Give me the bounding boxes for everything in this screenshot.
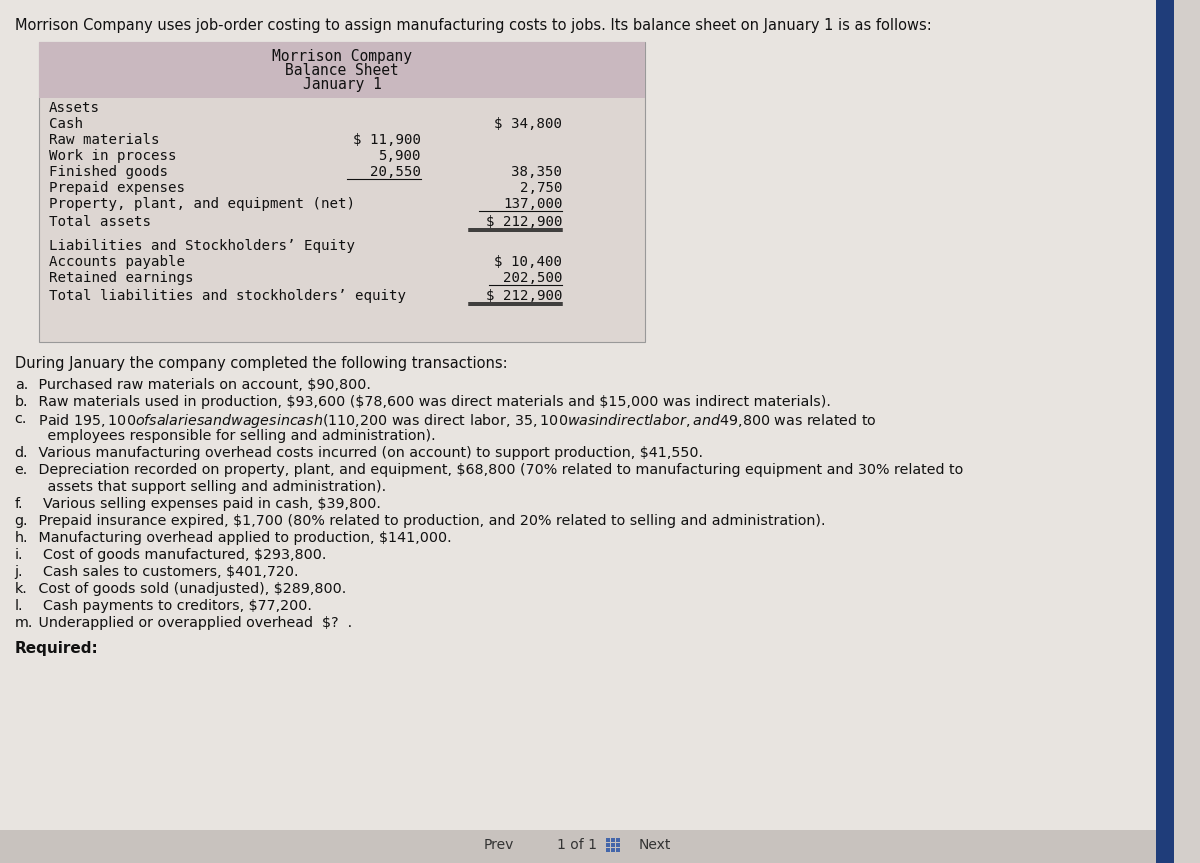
Text: 2,750: 2,750 <box>520 181 563 195</box>
Text: Total liabilities and stockholders’ equity: Total liabilities and stockholders’ equi… <box>49 289 406 303</box>
FancyBboxPatch shape <box>616 843 620 847</box>
FancyBboxPatch shape <box>606 848 611 852</box>
Text: h.: h. <box>14 531 28 545</box>
Text: Raw materials: Raw materials <box>49 133 160 147</box>
Text: Required:: Required: <box>14 641 98 656</box>
Text: Next: Next <box>640 838 672 852</box>
Text: l.: l. <box>14 599 23 613</box>
FancyBboxPatch shape <box>0 0 1156 863</box>
Text: $ 11,900: $ 11,900 <box>353 133 420 147</box>
Text: Cost of goods sold (unadjusted), $289,800.: Cost of goods sold (unadjusted), $289,80… <box>35 582 347 596</box>
Text: e.: e. <box>14 463 28 477</box>
Text: January 1: January 1 <box>302 77 382 92</box>
FancyBboxPatch shape <box>606 838 611 842</box>
Text: employees responsible for selling and administration).: employees responsible for selling and ad… <box>35 429 436 443</box>
FancyBboxPatch shape <box>606 843 611 847</box>
Text: During January the company completed the following transactions:: During January the company completed the… <box>14 356 508 371</box>
Text: 137,000: 137,000 <box>503 197 563 211</box>
Text: Underapplied or overapplied overhead  $?  .: Underapplied or overapplied overhead $? … <box>35 616 353 630</box>
Text: g.: g. <box>14 514 28 528</box>
FancyBboxPatch shape <box>611 838 616 842</box>
Text: Prepaid expenses: Prepaid expenses <box>49 181 185 195</box>
FancyBboxPatch shape <box>40 42 646 342</box>
Text: Finished goods: Finished goods <box>49 165 168 179</box>
Text: Accounts payable: Accounts payable <box>49 255 185 269</box>
Text: $ 212,900: $ 212,900 <box>486 215 563 229</box>
Text: assets that support selling and administration).: assets that support selling and administ… <box>35 480 386 494</box>
Text: Various manufacturing overhead costs incurred (on account) to support production: Various manufacturing overhead costs inc… <box>35 446 703 460</box>
Text: Morrison Company uses job-order costing to assign manufacturing costs to jobs. I: Morrison Company uses job-order costing … <box>14 18 931 33</box>
Text: Property, plant, and equipment (net): Property, plant, and equipment (net) <box>49 197 355 211</box>
Text: k.: k. <box>14 582 28 596</box>
FancyBboxPatch shape <box>611 848 616 852</box>
Text: Prepaid insurance expired, $1,700 (80% related to production, and 20% related to: Prepaid insurance expired, $1,700 (80% r… <box>35 514 826 528</box>
FancyBboxPatch shape <box>40 42 646 98</box>
Text: Depreciation recorded on property, plant, and equipment, $68,800 (70% related to: Depreciation recorded on property, plant… <box>35 463 964 477</box>
Text: f.: f. <box>14 497 23 511</box>
Text: Assets: Assets <box>49 101 100 115</box>
Text: c.: c. <box>14 412 28 426</box>
Text: i.: i. <box>14 548 23 562</box>
Text: Cash: Cash <box>49 117 83 131</box>
Text: a.: a. <box>14 378 28 392</box>
Text: b.: b. <box>14 395 28 409</box>
Text: 1 of 1: 1 of 1 <box>557 838 598 852</box>
FancyBboxPatch shape <box>0 830 1156 863</box>
Text: 38,350: 38,350 <box>511 165 563 179</box>
Text: Liabilities and Stockholders’ Equity: Liabilities and Stockholders’ Equity <box>49 239 355 253</box>
Text: Retained earnings: Retained earnings <box>49 271 193 285</box>
Text: Total assets: Total assets <box>49 215 151 229</box>
Text: Cash payments to creditors, $77,200.: Cash payments to creditors, $77,200. <box>35 599 312 613</box>
FancyBboxPatch shape <box>1156 0 1174 863</box>
Text: j.: j. <box>14 565 23 579</box>
Text: Various selling expenses paid in cash, $39,800.: Various selling expenses paid in cash, $… <box>35 497 382 511</box>
Text: d.: d. <box>14 446 28 460</box>
Text: Morrison Company: Morrison Company <box>272 49 413 64</box>
Text: Cost of goods manufactured, $293,800.: Cost of goods manufactured, $293,800. <box>35 548 326 562</box>
Text: Work in process: Work in process <box>49 149 176 163</box>
Text: 20,550: 20,550 <box>370 165 420 179</box>
Text: 202,500: 202,500 <box>503 271 563 285</box>
Text: Paid $195,100 of salaries and wages in cash ($110,200 was direct labor, $35,100 : Paid $195,100 of salaries and wages in c… <box>35 412 877 430</box>
Text: $ 212,900: $ 212,900 <box>486 289 563 303</box>
Text: Raw materials used in production, $93,600 ($78,600 was direct materials and $15,: Raw materials used in production, $93,60… <box>35 395 832 409</box>
FancyBboxPatch shape <box>611 843 616 847</box>
Text: Balance Sheet: Balance Sheet <box>286 63 400 78</box>
Text: $ 34,800: $ 34,800 <box>494 117 563 131</box>
Text: $ 10,400: $ 10,400 <box>494 255 563 269</box>
FancyBboxPatch shape <box>616 838 620 842</box>
Text: Purchased raw materials on account, $90,800.: Purchased raw materials on account, $90,… <box>35 378 371 392</box>
FancyBboxPatch shape <box>616 848 620 852</box>
Text: Cash sales to customers, $401,720.: Cash sales to customers, $401,720. <box>35 565 299 579</box>
Text: 5,900: 5,900 <box>378 149 420 163</box>
Text: m.: m. <box>14 616 34 630</box>
Text: Manufacturing overhead applied to production, $141,000.: Manufacturing overhead applied to produc… <box>35 531 452 545</box>
Text: Prev: Prev <box>484 838 514 852</box>
